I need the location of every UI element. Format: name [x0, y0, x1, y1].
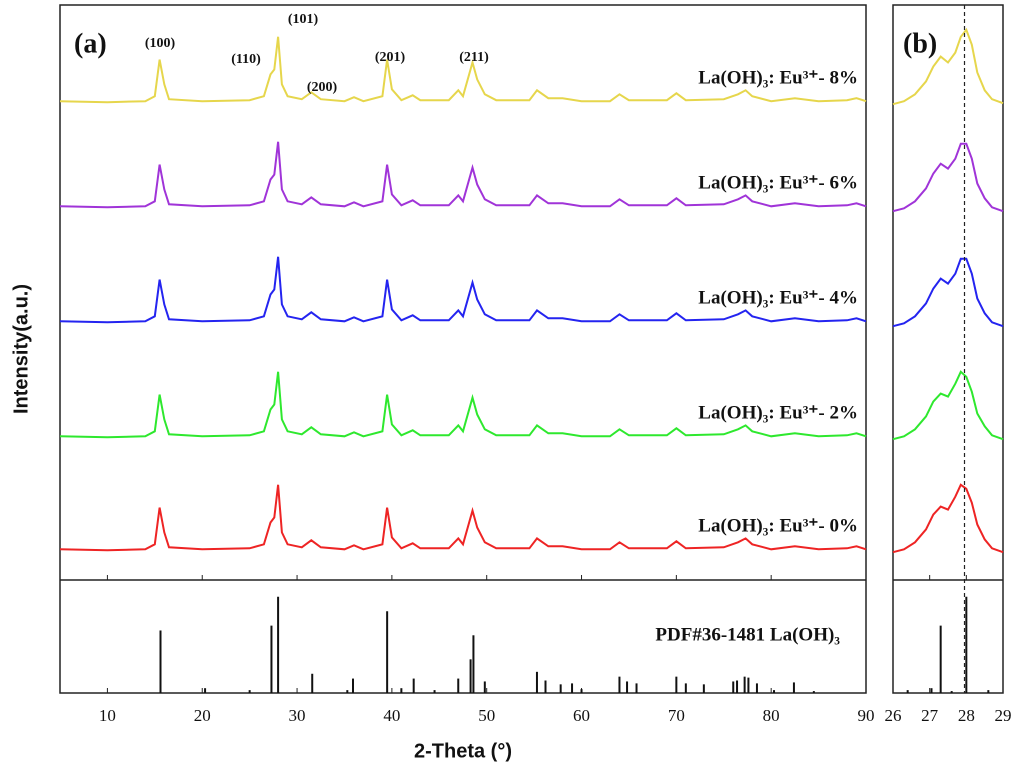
- series-line: [59, 141, 867, 209]
- series-label: La(OH)₃: Eu³⁺- 8%: [698, 68, 858, 89]
- series-label: La(OH)₃: Eu³⁺- 0%: [698, 516, 858, 537]
- series-line: [59, 484, 867, 552]
- peak-label: (211): [459, 50, 489, 65]
- x-tick-label: 50: [478, 706, 495, 725]
- panel-label: (a): [74, 28, 107, 59]
- panel-label: (b): [903, 28, 937, 59]
- peak-label: (200): [307, 80, 338, 95]
- series-line: [59, 36, 867, 104]
- peak-label: (201): [375, 50, 406, 65]
- series-line: [59, 256, 867, 324]
- x-tick-label: 29: [995, 706, 1012, 725]
- series-line: [892, 483, 1004, 554]
- x-tick-label: 90: [858, 706, 875, 725]
- series-line: [59, 371, 867, 439]
- plot-frame: [892, 4, 1004, 694]
- x-tick-label: 40: [383, 706, 400, 725]
- series-label: La(OH)₃: Eu³⁺- 2%: [698, 403, 858, 424]
- x-tick-label: 70: [668, 706, 685, 725]
- series-label: La(OH)₃: Eu³⁺- 6%: [698, 173, 858, 194]
- x-tick-label: 28: [958, 706, 975, 725]
- x-tick-label: 80: [763, 706, 780, 725]
- peak-label: (101): [288, 12, 319, 27]
- x-tick-label: 30: [289, 706, 306, 725]
- x-axis-label: 2-Theta (°): [414, 740, 512, 762]
- x-tick-label: 27: [921, 706, 939, 725]
- x-tick-label: 20: [194, 706, 211, 725]
- plot-frame: [59, 4, 867, 694]
- x-tick-label: 10: [99, 706, 116, 725]
- series-label: La(OH)₃: Eu³⁺- 4%: [698, 288, 858, 309]
- series-line: [892, 257, 1004, 328]
- x-tick-label: 26: [885, 706, 902, 725]
- peak-label: (110): [231, 52, 261, 67]
- reference-label: PDF#36-1481 La(OH)₃: [655, 624, 840, 645]
- peak-label: (100): [145, 36, 176, 51]
- series-line: [892, 370, 1004, 441]
- y-axis-label: Intensity(a.u.): [10, 284, 32, 414]
- x-tick-label: 60: [573, 706, 590, 725]
- series-line: [892, 27, 1004, 106]
- series-line: [892, 142, 1004, 213]
